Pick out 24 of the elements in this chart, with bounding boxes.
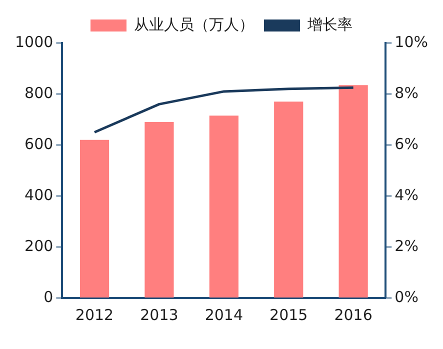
- bar: [338, 85, 368, 298]
- y-tick-label: 800: [24, 84, 54, 102]
- y2-tick-label: 2%: [394, 236, 418, 255]
- y2-tick-label: 10%: [394, 32, 428, 51]
- y2-tick-label: 4%: [394, 186, 418, 204]
- y2-tick-label: 0%: [394, 288, 418, 306]
- legend-label: 从业人员（万人）: [134, 15, 254, 34]
- x-tick-label: 2015: [270, 306, 308, 324]
- legend-label: 增长率: [306, 15, 352, 34]
- y-tick-label: 0: [44, 288, 54, 306]
- bar: [144, 122, 174, 298]
- x-tick-label: 2013: [140, 306, 178, 324]
- bar: [274, 102, 304, 298]
- bar: [209, 116, 238, 298]
- bar: [80, 140, 110, 298]
- y-tick-label: 1000: [14, 32, 54, 51]
- y2-tick-label: 8%: [394, 84, 418, 102]
- y-tick-label: 200: [24, 236, 54, 255]
- x-tick-label: 2014: [204, 306, 244, 324]
- y2-tick-label: 6%: [394, 134, 418, 153]
- x-tick-label: 2012: [75, 306, 114, 324]
- y-tick-label: 600: [24, 134, 54, 153]
- x-tick-label: 2016: [334, 306, 372, 324]
- y-tick-label: 400: [24, 186, 54, 204]
